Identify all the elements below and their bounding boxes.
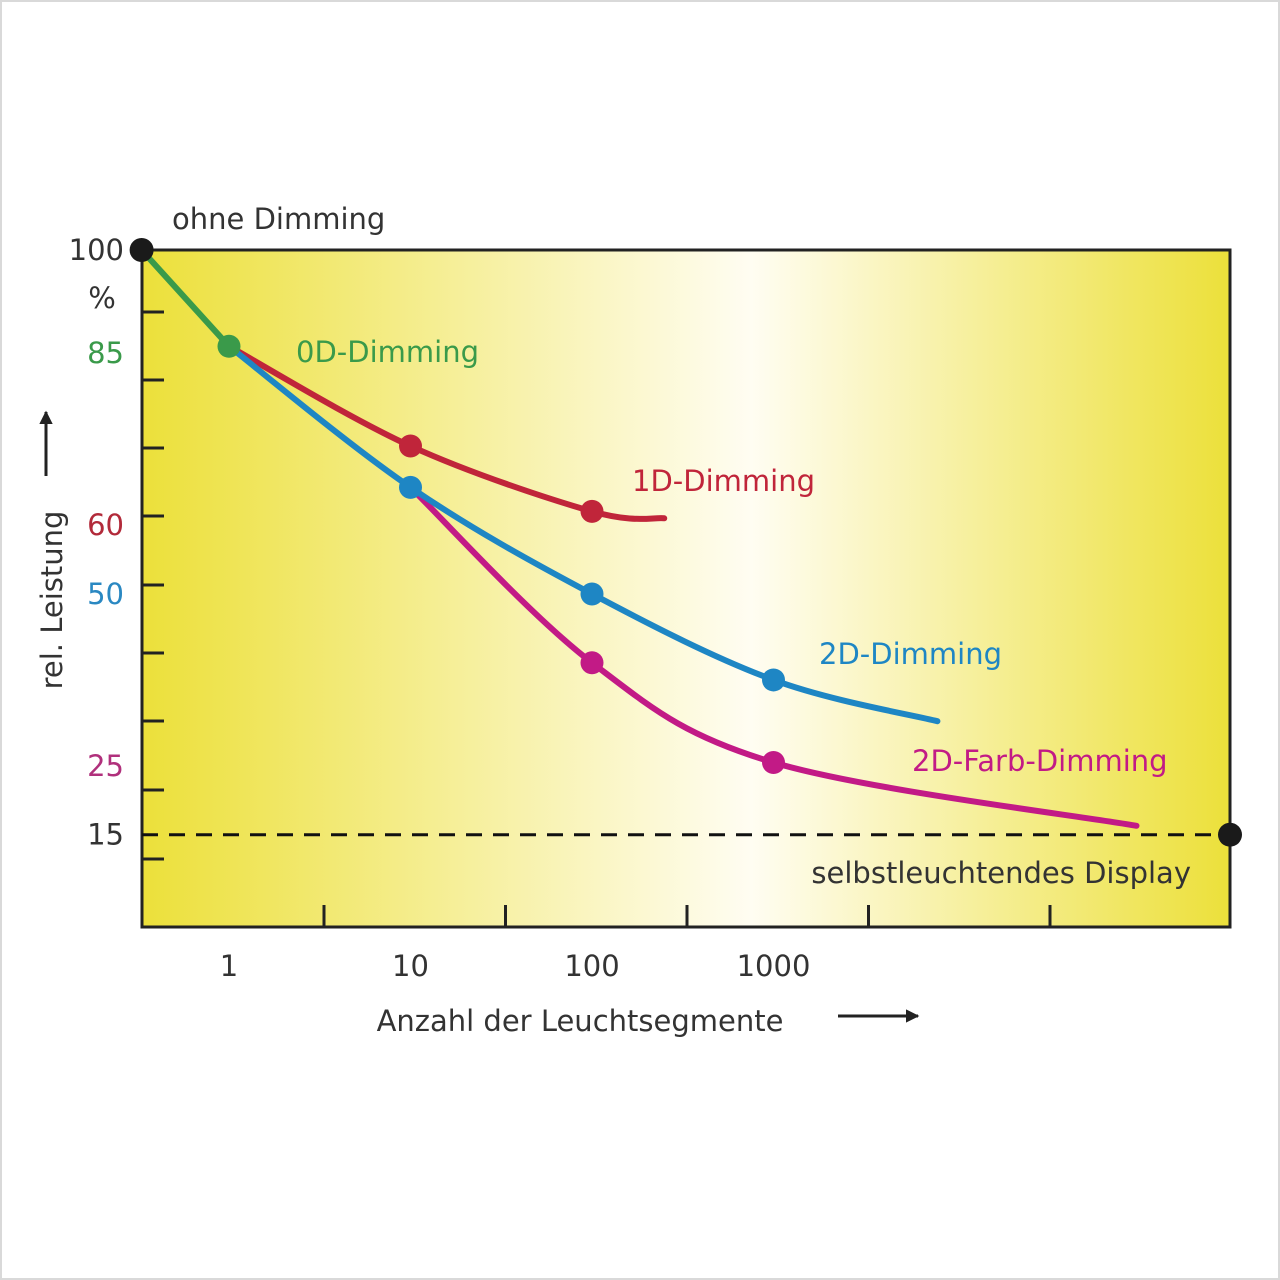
- data-point-marker: [762, 668, 785, 692]
- y-tick-label: 50: [87, 577, 124, 611]
- series-label-0d: 0D-Dimming: [296, 335, 479, 369]
- ohne-dimming-label: ohne Dimming: [172, 202, 385, 236]
- data-point-marker: [399, 434, 422, 458]
- data-point-marker: [399, 475, 422, 499]
- y-tick-label: 15: [87, 818, 124, 852]
- data-point-marker: [762, 750, 785, 774]
- y-tick-labels: 100 85 60 50 25 15: [69, 233, 124, 852]
- data-point-marker: [580, 582, 604, 606]
- data-point-marker: [580, 651, 604, 675]
- series-markers: [129, 238, 1242, 847]
- y-tick-label: 85: [87, 336, 124, 370]
- reference-line-label: selbstleuchtendes Display: [811, 856, 1191, 890]
- series-line-3: [407, 484, 1140, 829]
- x-axis-ticks: [322, 905, 1052, 927]
- y-tick-label: 60: [87, 508, 124, 542]
- y-tick-label: 100: [69, 233, 124, 267]
- y-axis-title: rel. Leistung: [35, 511, 69, 690]
- series-label-2d: 2D-Dimming: [819, 637, 1002, 671]
- series-lines: [138, 247, 1140, 829]
- endpoint-marker: [1218, 822, 1242, 847]
- data-point-marker: [580, 499, 604, 523]
- endpoint-marker: [129, 238, 154, 262]
- y-axis-ticks: [142, 310, 164, 861]
- x-axis-title: Anzahl der Leuchtsegmente: [377, 1004, 784, 1038]
- series-line-1: [226, 343, 668, 522]
- y-tick-label: 25: [87, 749, 124, 783]
- x-tick-label: 100: [564, 949, 619, 983]
- y-unit-label: %: [88, 281, 116, 315]
- x-tick-label: 1000: [737, 949, 811, 983]
- x-tick-labels: 1 10 100 1000: [220, 949, 811, 983]
- series-label-2d-farb: 2D-Farb-Dimming: [912, 744, 1168, 778]
- x-tick-label: 1: [220, 949, 238, 983]
- series-label-1d: 1D-Dimming: [632, 464, 815, 498]
- x-tick-label: 10: [392, 949, 429, 983]
- data-point-marker: [217, 334, 241, 358]
- series-line-0: [138, 247, 232, 350]
